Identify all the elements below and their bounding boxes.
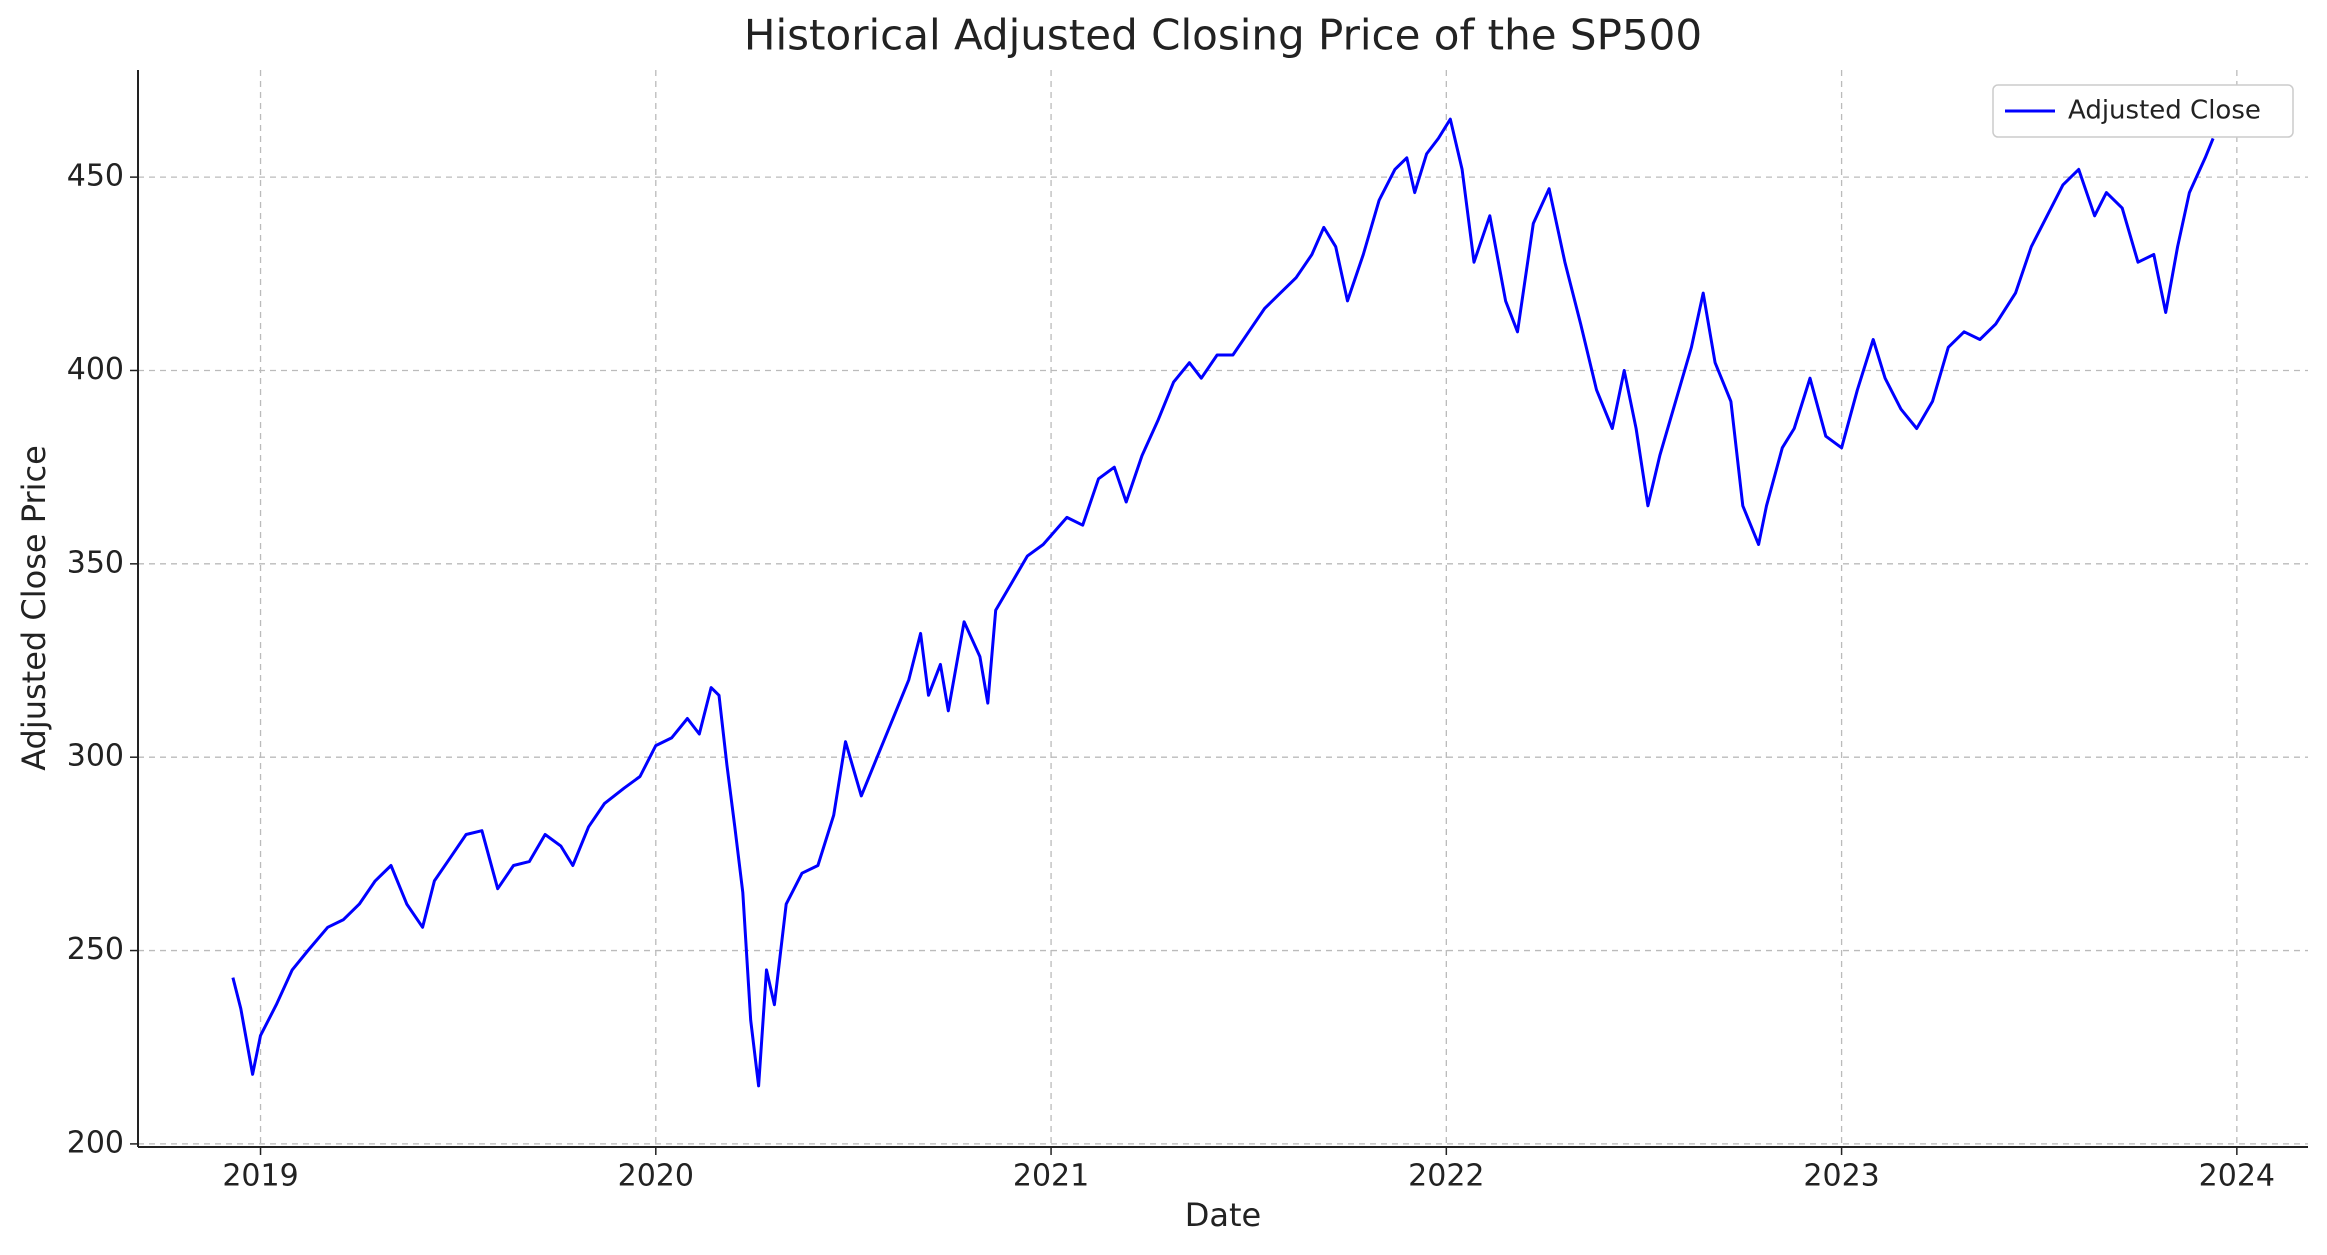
x-axis-label: Date xyxy=(1185,1196,1261,1234)
chart-title: Historical Adjusted Closing Price of the… xyxy=(744,11,1702,60)
x-tick-label: 2022 xyxy=(1408,1159,1484,1194)
y-tick-label: 350 xyxy=(67,545,124,580)
y-tick-label: 450 xyxy=(67,159,124,194)
x-tick-label: 2021 xyxy=(1013,1159,1089,1194)
x-tick-label: 2023 xyxy=(1803,1159,1879,1194)
legend-label: Adjusted Close xyxy=(2068,96,2261,126)
x-tick-label: 2019 xyxy=(222,1159,298,1194)
y-axis-label: Adjusted Close Price xyxy=(15,445,53,771)
y-tick-label: 300 xyxy=(67,739,124,774)
legend-box xyxy=(1992,84,2294,138)
y-tick-label: 200 xyxy=(67,1125,124,1160)
data-line xyxy=(231,117,2215,1088)
y-tick-label: 250 xyxy=(67,932,124,967)
x-tick-label: 2024 xyxy=(2199,1159,2275,1194)
y-tick-label: 400 xyxy=(67,352,124,387)
x-tick-label: 2020 xyxy=(618,1159,694,1194)
